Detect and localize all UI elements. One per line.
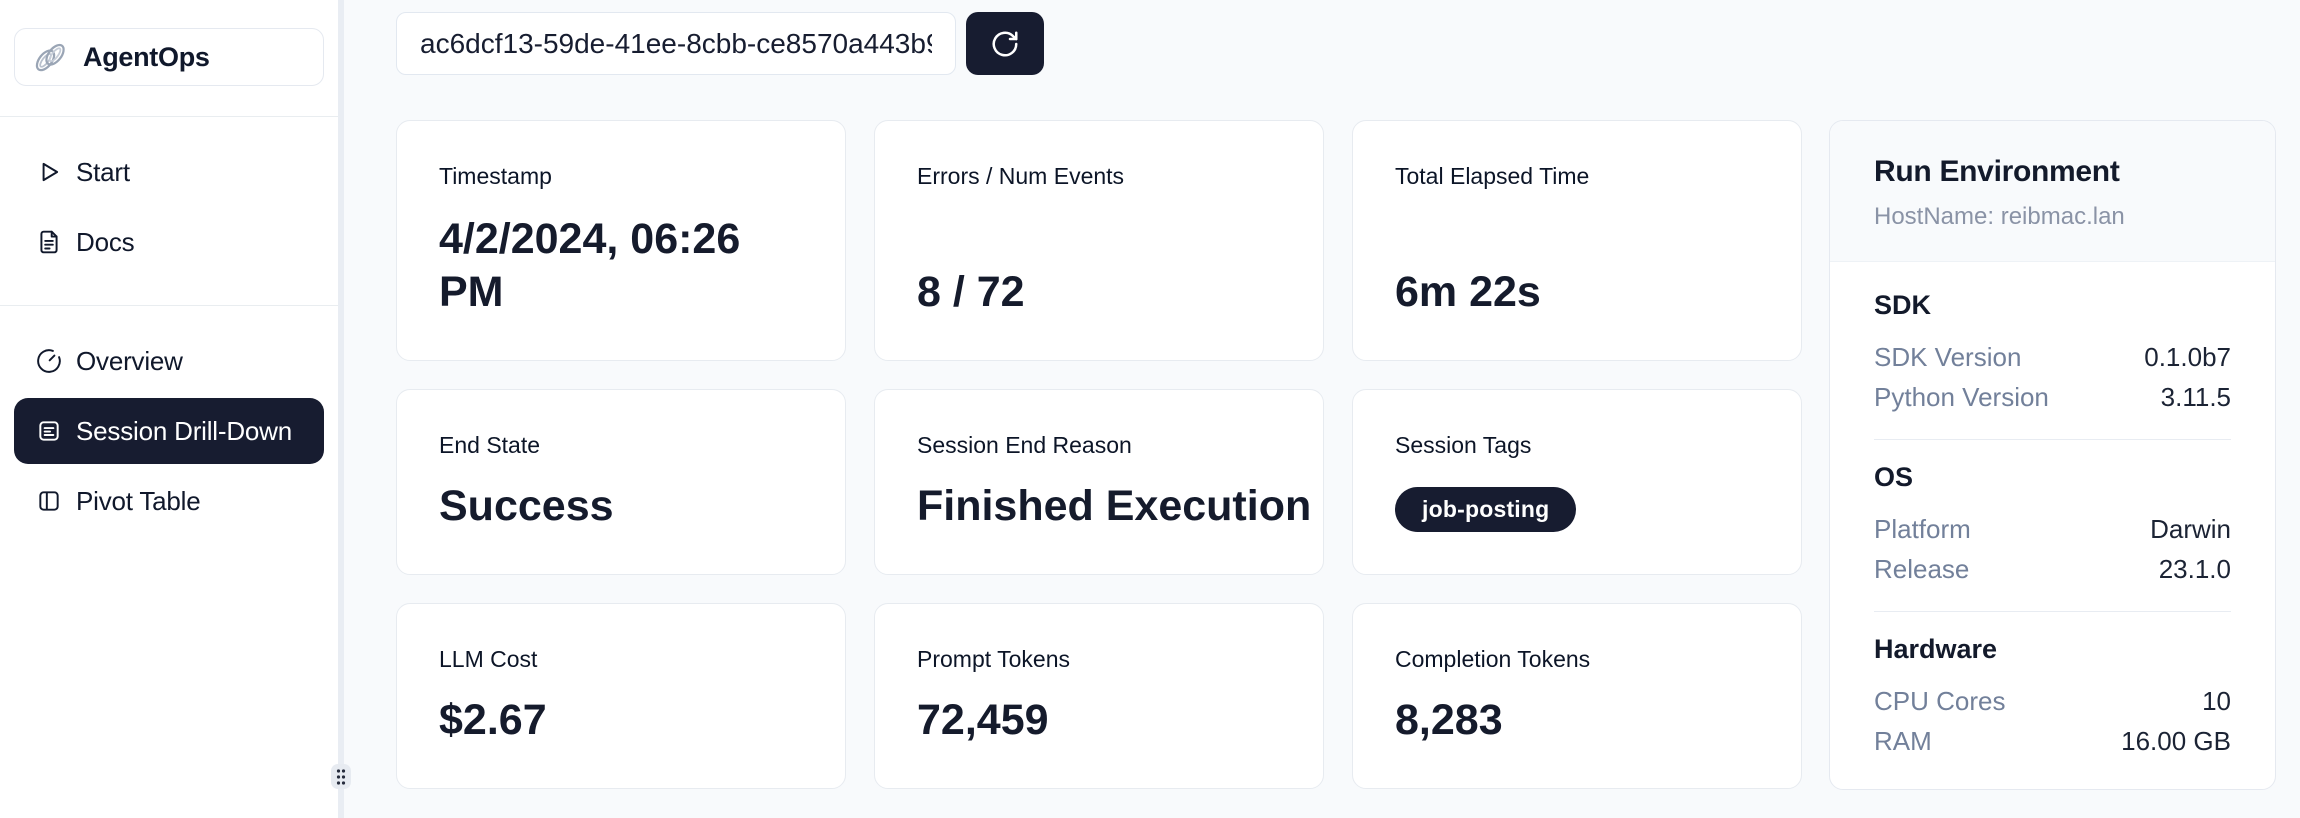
section-divider — [1874, 439, 2231, 440]
brand-logo-button[interactable]: AgentOps — [14, 28, 324, 86]
env-row: RAM 16.00 GB — [1874, 721, 2231, 761]
env-row-label: RAM — [1874, 725, 1932, 756]
env-row: CPU Cores 10 — [1874, 681, 2231, 721]
refresh-button[interactable] — [966, 12, 1044, 75]
env-row: Platform Darwin — [1874, 509, 2231, 549]
card-label: Total Elapsed Time — [1395, 163, 1590, 189]
card-llm-cost: LLM Cost $2.67 — [396, 603, 846, 789]
card-value: 8,283 — [1395, 695, 1503, 744]
env-row-value: 16.00 GB — [2121, 725, 2231, 756]
card-errors-num-events: Errors / Num Events 8 / 72 — [874, 120, 1324, 361]
sidebar-item-label: Session Drill-Down — [76, 415, 293, 446]
panel-title: Run Environment — [1874, 155, 2120, 188]
run-environment-header: Run Environment HostName: reibmac.lan — [1830, 121, 2275, 262]
card-value: 72,459 — [917, 695, 1049, 744]
card-value: 4/2/2024, 06:26 PM — [439, 215, 741, 316]
sidebar-nav-top: Start Docs — [14, 117, 324, 305]
sidebar-item-docs[interactable]: Docs — [14, 209, 324, 275]
sidebar-resize-splitter[interactable] — [338, 0, 344, 818]
file-text-icon — [36, 229, 62, 255]
env-row-value: 0.1.0b7 — [2144, 341, 2231, 372]
sidebar-divider — [0, 116, 338, 117]
env-row: SDK Version 0.1.0b7 — [1874, 337, 2231, 377]
env-section-sdk: SDK SDK Version 0.1.0b7 Python Version 3… — [1874, 290, 2231, 417]
env-row-value: Darwin — [2150, 513, 2231, 544]
card-value: 8 / 72 — [917, 267, 1025, 316]
main-content: Timestamp 4/2/2024, 06:26 PM Errors / Nu… — [344, 0, 2300, 818]
session-toolbar — [396, 12, 2276, 75]
session-id-input[interactable] — [396, 12, 956, 75]
grip-vertical-icon[interactable] — [331, 764, 351, 789]
run-environment-body: SDK SDK Version 0.1.0b7 Python Version 3… — [1830, 262, 2275, 761]
card-value: Finished Execution — [917, 481, 1312, 530]
env-row-label: SDK Version — [1874, 341, 2022, 372]
env-section-os: OS Platform Darwin Release 23.1.0 — [1874, 462, 2231, 589]
session-tag-badge: job-posting — [1395, 487, 1577, 532]
hostname-text: HostName: reibmac.lan — [1874, 203, 2125, 230]
card-label: End State — [439, 432, 541, 458]
card-label: Completion Tokens — [1395, 646, 1591, 672]
env-row-value: 10 — [2202, 685, 2231, 716]
env-row: Python Version 3.11.5 — [1874, 377, 2231, 417]
card-session-end-reason: Session End Reason Finished Execution — [874, 389, 1324, 575]
env-row-label: CPU Cores — [1874, 685, 2006, 716]
sidebar-item-overview[interactable]: Overview — [14, 328, 324, 394]
env-section-hardware: Hardware CPU Cores 10 RAM 16.00 GB — [1874, 634, 2231, 761]
card-total-elapsed-time: Total Elapsed Time 6m 22s — [1352, 120, 1802, 361]
card-end-state: End State Success — [396, 389, 846, 575]
env-row-label: Release — [1874, 553, 1970, 584]
card-value: Success — [439, 481, 614, 530]
sidebar-item-label: Docs — [76, 226, 135, 257]
sidebar-item-start[interactable]: Start — [14, 139, 324, 205]
card-completion-tokens: Completion Tokens 8,283 — [1352, 603, 1802, 789]
sidebar-item-session-drill-down[interactable]: Session Drill-Down — [14, 398, 324, 464]
sidebar-divider — [0, 305, 338, 306]
card-label: Prompt Tokens — [917, 646, 1070, 672]
panel-left-icon — [36, 488, 62, 514]
card-timestamp: Timestamp 4/2/2024, 06:26 PM — [396, 120, 846, 361]
brand-name: AgentOps — [83, 41, 210, 72]
list-box-icon — [36, 418, 62, 444]
sidebar: AgentOps Start Docs — [0, 0, 338, 818]
card-label: Errors / Num Events — [917, 163, 1125, 189]
section-title: OS — [1874, 462, 1914, 492]
card-value: 6m 22s — [1395, 267, 1541, 316]
env-row-label: Platform — [1874, 513, 1971, 544]
card-session-tags: Session Tags job-posting — [1352, 389, 1802, 575]
refresh-icon — [990, 29, 1020, 59]
card-value: $2.67 — [439, 695, 547, 744]
env-row-value: 3.11.5 — [2160, 381, 2231, 412]
section-title: SDK — [1874, 290, 1932, 320]
card-tags: job-posting — [1395, 487, 1759, 532]
sidebar-item-pivot-table[interactable]: Pivot Table — [14, 468, 324, 534]
env-row-label: Python Version — [1874, 381, 2049, 412]
run-environment-panel: Run Environment HostName: reibmac.lan SD… — [1829, 120, 2276, 790]
sidebar-nav-main: Overview Session Drill-Down Pivot Tabl — [14, 306, 324, 564]
card-label: Timestamp — [439, 163, 552, 189]
section-divider — [1874, 611, 2231, 612]
stats-grid: Timestamp 4/2/2024, 06:26 PM Errors / Nu… — [396, 120, 1802, 790]
sidebar-item-label: Overview — [76, 345, 183, 376]
env-row-value: 23.1.0 — [2158, 553, 2231, 584]
gauge-icon — [36, 348, 62, 374]
sidebar-item-label: Start — [76, 156, 130, 187]
play-icon — [36, 159, 62, 185]
card-label: Session Tags — [1395, 432, 1532, 458]
sidebar-item-label: Pivot Table — [76, 485, 201, 516]
section-title: Hardware — [1874, 634, 1998, 664]
paperclips-logo-icon — [31, 38, 69, 76]
card-prompt-tokens: Prompt Tokens 72,459 — [874, 603, 1324, 789]
card-label: LLM Cost — [439, 646, 538, 672]
env-row: Release 23.1.0 — [1874, 549, 2231, 589]
card-label: Session End Reason — [917, 432, 1132, 458]
